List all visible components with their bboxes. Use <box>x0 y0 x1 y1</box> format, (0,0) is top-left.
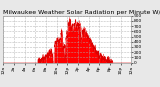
Text: Milwaukee Weather Solar Radiation per Minute W/m2 (Last 24 Hours): Milwaukee Weather Solar Radiation per Mi… <box>3 10 160 15</box>
